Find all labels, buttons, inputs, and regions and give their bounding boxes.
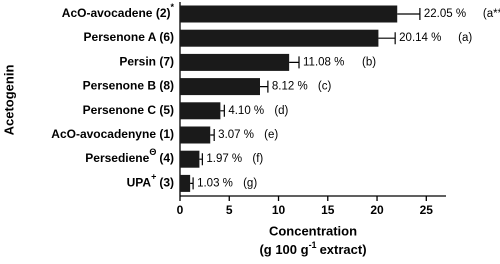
- bar: [180, 150, 200, 168]
- x-axis-unit: (g 100 g-1 extract): [259, 240, 366, 257]
- value-label: 20.14 %: [399, 32, 441, 44]
- x-tick-label: 0: [177, 203, 184, 217]
- error-bar: [289, 56, 300, 69]
- unit-sup: -1: [309, 240, 317, 250]
- annotation: (a): [458, 32, 472, 44]
- bar: [180, 102, 221, 120]
- category-sup: *: [170, 2, 174, 12]
- y-tick-label: AcO-avocadene (2)*: [62, 2, 175, 20]
- x-tick-label: 15: [321, 203, 335, 217]
- value-label: 8.12 %: [272, 81, 308, 93]
- value-label: 11.08 %: [303, 56, 344, 68]
- bar: [180, 5, 398, 23]
- category-name: Persediene: [85, 151, 149, 165]
- value-label: 1.97 %: [206, 153, 242, 165]
- value-label: 22.05 %: [424, 8, 466, 20]
- annotation: (a**): [483, 8, 500, 20]
- bar: [180, 78, 260, 96]
- category-name: AcO-avocadenyne (1): [51, 127, 174, 141]
- y-tick-label: AcO-avocadenyne (1): [51, 127, 174, 141]
- annotation: (g): [243, 177, 257, 189]
- annotation: (b): [362, 56, 376, 68]
- bar: [180, 126, 211, 144]
- y-tick-label: UPA+ (3): [127, 172, 174, 190]
- x-axis-label: Concentration: [269, 223, 357, 238]
- annotation: (f): [252, 153, 263, 165]
- y-tick-label: Persenone B (8): [83, 79, 174, 93]
- error-bar: [190, 177, 194, 190]
- bar: [180, 174, 191, 192]
- category-suffix: (3): [159, 176, 174, 190]
- category-name: Persenone A (6): [84, 30, 174, 44]
- category-suffix: (4): [159, 151, 174, 165]
- y-tick-label: PersedieneΘ (4): [85, 148, 174, 166]
- unit-text: (g 100 g: [259, 242, 308, 257]
- error-bar: [210, 129, 215, 141]
- x-tick-label: 25: [420, 203, 434, 217]
- category-sup: Θ: [149, 148, 156, 158]
- y-tick-label: Persenone A (6): [84, 30, 174, 44]
- x-tick-label: 20: [370, 203, 384, 217]
- bar: [180, 29, 379, 47]
- category-name: Persin (7): [119, 55, 174, 69]
- category-name: Persenone C (5): [83, 103, 174, 117]
- annotation: (d): [274, 105, 288, 117]
- value-label: 4.10 %: [228, 105, 264, 117]
- y-axis-label: Acetogenin: [1, 65, 16, 136]
- annotation: (c): [318, 81, 332, 93]
- y-tick-label: Persenone C (5): [83, 103, 174, 117]
- category-name: UPA: [127, 176, 152, 190]
- error-bar: [199, 153, 203, 166]
- error-bar: [259, 80, 269, 93]
- error-bar: [378, 32, 396, 45]
- category-sup: +: [151, 172, 156, 182]
- category-name: AcO-avocadene (2): [62, 6, 171, 20]
- x-tick-label: 5: [226, 203, 233, 217]
- y-tick-label: Persin (7): [119, 55, 174, 69]
- x-tick-label: 10: [272, 203, 286, 217]
- annotation: (e): [264, 129, 278, 141]
- category-name: Persenone B (8): [83, 79, 174, 93]
- unit-suffix: extract): [320, 242, 367, 257]
- error-bar: [397, 8, 421, 20]
- bar: [180, 53, 290, 71]
- error-bar: [220, 104, 225, 117]
- value-label: 1.03 %: [197, 177, 233, 189]
- value-label: 3.07 %: [218, 129, 254, 141]
